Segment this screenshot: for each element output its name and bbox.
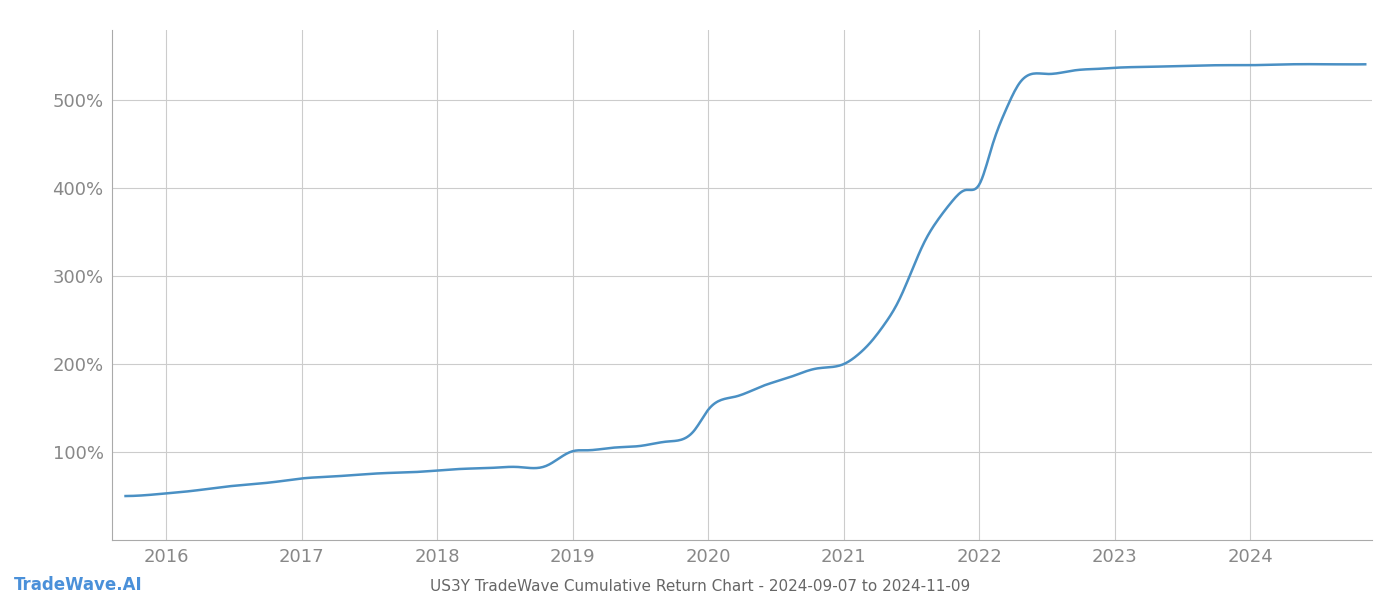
Text: TradeWave.AI: TradeWave.AI <box>14 576 143 594</box>
Text: US3Y TradeWave Cumulative Return Chart - 2024-09-07 to 2024-11-09: US3Y TradeWave Cumulative Return Chart -… <box>430 579 970 594</box>
